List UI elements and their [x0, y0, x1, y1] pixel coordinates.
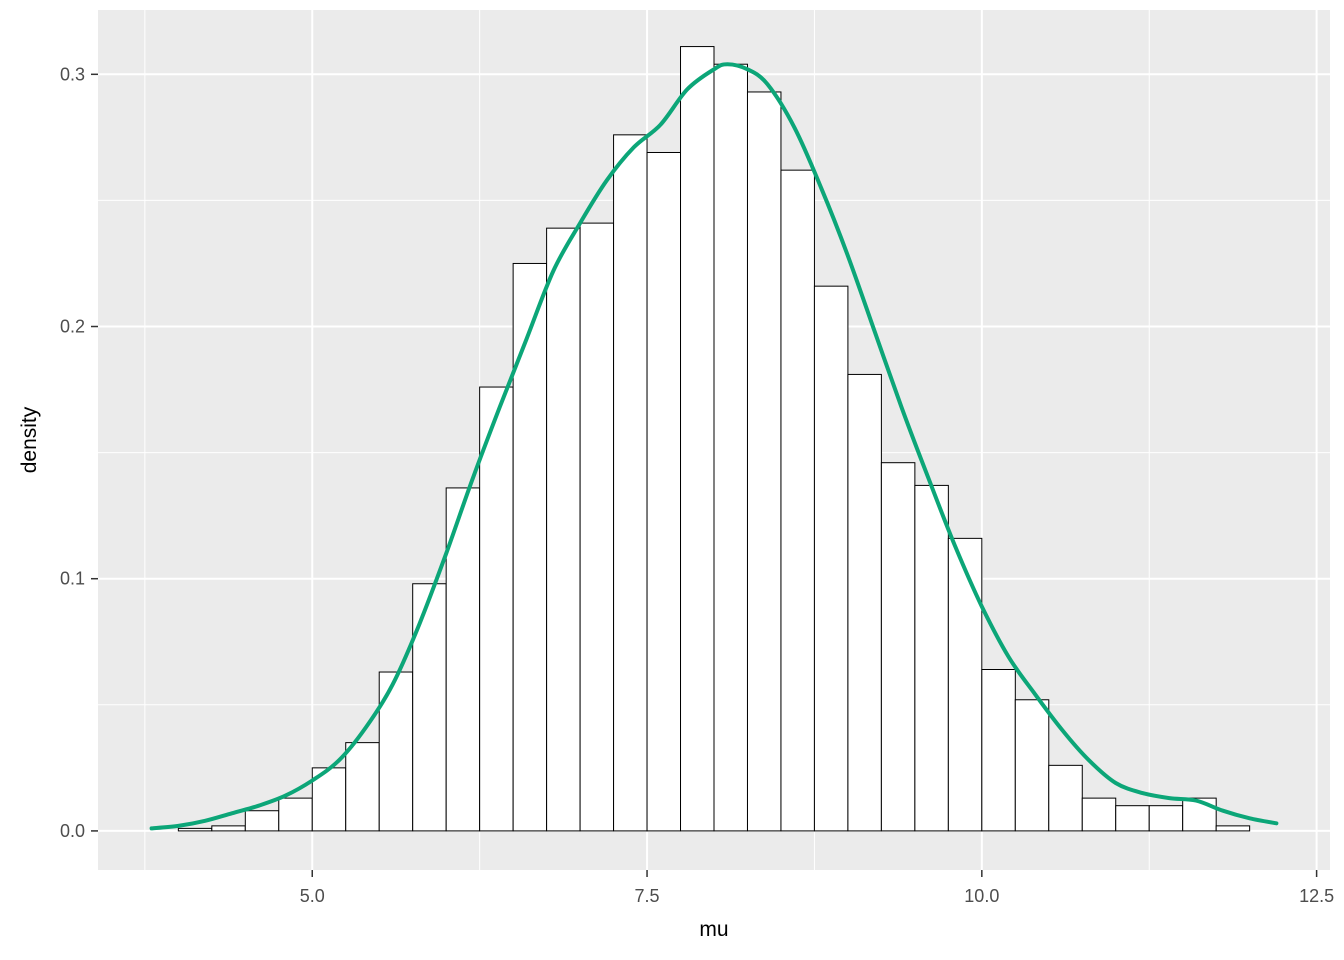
- y-tick-label: 0.0: [60, 821, 85, 841]
- x-tick-label: 7.5: [635, 886, 660, 906]
- histogram-bar: [847, 373, 882, 832]
- histogram-bar: [680, 46, 715, 832]
- histogram-bar: [813, 285, 849, 832]
- histogram-bar: [479, 386, 514, 832]
- x-axis-title: mu: [699, 918, 729, 941]
- histogram-bar: [1115, 805, 1150, 832]
- y-tick-label: 0.3: [60, 64, 85, 84]
- histogram-bar: [1014, 699, 1050, 832]
- histogram-bar: [914, 484, 949, 832]
- density-curve: [149, 62, 1279, 831]
- histogram-bar: [546, 227, 581, 832]
- y-axis-title: density: [18, 406, 41, 474]
- histogram-bar: [211, 825, 246, 832]
- histogram-bar: [512, 262, 548, 832]
- histogram-bar: [1215, 825, 1251, 832]
- histogram-bar: [1148, 805, 1184, 832]
- histogram-bar: [1081, 797, 1117, 832]
- histogram-bar: [579, 222, 615, 832]
- histogram-bar: [746, 91, 782, 832]
- x-tick-label: 10.0: [964, 886, 999, 906]
- histogram-bar: [177, 827, 213, 832]
- histogram-bar: [880, 462, 916, 832]
- histogram-bar: [613, 134, 648, 832]
- histogram-bar: [1048, 764, 1083, 832]
- histogram-bar: [445, 487, 481, 832]
- histogram-bar: [244, 810, 280, 832]
- histogram-bar: [981, 669, 1016, 832]
- histogram-bar: [378, 671, 414, 832]
- histogram-bar: [713, 63, 748, 832]
- x-tick-label: 5.0: [300, 886, 325, 906]
- histogram-bar: [412, 583, 447, 832]
- y-tick-label: 0.1: [60, 569, 85, 589]
- histogram-bar: [947, 537, 983, 832]
- y-tick-label: 0.2: [60, 317, 85, 337]
- histogram-bar: [780, 169, 815, 832]
- x-tick-label: 12.5: [1299, 886, 1334, 906]
- histogram-bar: [345, 742, 380, 832]
- histogram-bar: [646, 151, 682, 832]
- histogram-bar: [278, 797, 313, 832]
